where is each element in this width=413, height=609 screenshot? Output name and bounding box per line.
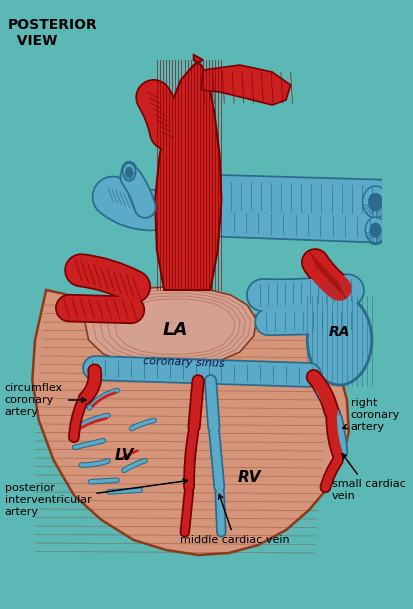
Ellipse shape [122, 163, 135, 181]
FancyArrowPatch shape [189, 433, 193, 487]
Ellipse shape [363, 216, 386, 244]
FancyArrowPatch shape [81, 270, 134, 287]
Text: LA: LA [162, 321, 188, 339]
Text: circumflex
coronary
artery: circumflex coronary artery [5, 384, 86, 417]
FancyArrowPatch shape [325, 460, 337, 487]
Ellipse shape [369, 223, 380, 237]
FancyArrowPatch shape [219, 493, 221, 532]
FancyArrowPatch shape [85, 371, 95, 398]
FancyArrowPatch shape [213, 195, 378, 200]
FancyArrowPatch shape [331, 418, 338, 456]
FancyArrowPatch shape [113, 197, 152, 210]
FancyArrowPatch shape [325, 460, 337, 487]
FancyArrowPatch shape [124, 460, 145, 470]
FancyArrowPatch shape [113, 197, 152, 210]
FancyArrowPatch shape [314, 262, 338, 288]
FancyArrowPatch shape [314, 262, 338, 288]
FancyArrowPatch shape [210, 381, 214, 428]
Polygon shape [154, 55, 221, 290]
FancyArrowPatch shape [337, 418, 342, 452]
FancyArrowPatch shape [90, 480, 117, 482]
FancyArrowPatch shape [74, 403, 82, 437]
FancyArrowPatch shape [214, 433, 219, 487]
FancyArrowPatch shape [81, 270, 134, 287]
FancyArrowPatch shape [74, 441, 103, 448]
FancyArrowPatch shape [331, 418, 338, 456]
Polygon shape [32, 290, 348, 555]
FancyArrowPatch shape [131, 177, 145, 207]
Text: coronary sinus: coronary sinus [142, 356, 224, 368]
FancyArrowPatch shape [153, 97, 167, 132]
FancyArrowPatch shape [109, 490, 140, 492]
Ellipse shape [361, 185, 389, 219]
FancyArrowPatch shape [131, 420, 154, 429]
Text: RV: RV [237, 471, 260, 485]
Ellipse shape [306, 295, 371, 385]
FancyArrowPatch shape [224, 222, 378, 228]
Ellipse shape [368, 193, 382, 211]
FancyArrowPatch shape [194, 381, 198, 428]
Text: middle cardiac vein: middle cardiac vein [180, 495, 289, 545]
Ellipse shape [362, 186, 387, 218]
Text: posterior
interventricular
artery: posterior interventricular artery [5, 479, 187, 516]
FancyArrowPatch shape [69, 308, 131, 310]
FancyArrowPatch shape [90, 480, 117, 482]
FancyArrowPatch shape [89, 390, 117, 408]
FancyArrowPatch shape [109, 490, 140, 492]
FancyArrowPatch shape [189, 433, 193, 487]
Polygon shape [201, 65, 290, 105]
FancyArrowPatch shape [81, 461, 108, 465]
Text: small cardiac
vein: small cardiac vein [331, 454, 405, 501]
FancyArrowPatch shape [95, 368, 309, 375]
Text: LV: LV [114, 448, 134, 462]
FancyArrowPatch shape [224, 222, 378, 228]
FancyArrowPatch shape [69, 308, 131, 310]
FancyArrowPatch shape [262, 290, 347, 295]
FancyArrowPatch shape [85, 371, 95, 398]
FancyArrowPatch shape [78, 415, 108, 426]
FancyArrowPatch shape [313, 377, 331, 412]
FancyArrowPatch shape [268, 320, 347, 322]
FancyArrowPatch shape [313, 377, 331, 412]
FancyArrowPatch shape [74, 441, 103, 448]
FancyArrowPatch shape [78, 415, 108, 426]
FancyArrowPatch shape [124, 460, 145, 470]
FancyArrowPatch shape [89, 390, 117, 408]
FancyArrowPatch shape [214, 433, 219, 487]
FancyArrowPatch shape [95, 368, 309, 375]
Text: right
coronary
artery: right coronary artery [342, 398, 399, 432]
FancyArrowPatch shape [74, 403, 82, 437]
FancyArrowPatch shape [122, 451, 137, 459]
FancyArrowPatch shape [184, 493, 188, 532]
Polygon shape [85, 287, 256, 366]
Text: POSTERIOR
  VIEW: POSTERIOR VIEW [7, 18, 97, 48]
Ellipse shape [121, 161, 137, 183]
FancyArrowPatch shape [153, 97, 167, 132]
Ellipse shape [365, 217, 385, 243]
FancyArrowPatch shape [80, 418, 106, 429]
FancyArrowPatch shape [210, 381, 214, 428]
Ellipse shape [125, 167, 133, 177]
FancyArrowPatch shape [131, 177, 145, 207]
FancyArrowPatch shape [314, 378, 334, 413]
FancyArrowPatch shape [213, 195, 378, 200]
FancyArrowPatch shape [262, 290, 347, 295]
FancyArrowPatch shape [81, 461, 108, 465]
FancyArrowPatch shape [314, 378, 334, 413]
Text: RA: RA [328, 325, 349, 339]
FancyArrowPatch shape [268, 320, 347, 322]
FancyArrowPatch shape [337, 418, 342, 452]
FancyArrowPatch shape [219, 493, 221, 532]
FancyArrowPatch shape [184, 493, 188, 532]
FancyArrowPatch shape [194, 381, 198, 428]
FancyArrowPatch shape [92, 393, 115, 406]
FancyArrowPatch shape [131, 420, 154, 429]
